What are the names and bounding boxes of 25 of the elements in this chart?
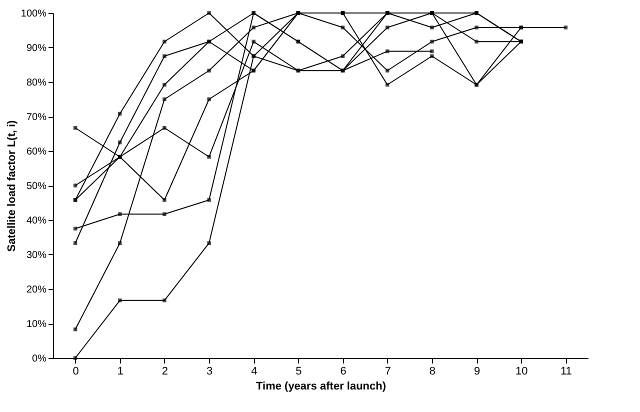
y-tick-label: 100% [20,8,47,20]
y-axis-title: Satellite load factor L(t, i) [6,120,18,252]
y-tick-label: 20% [26,284,47,296]
x-tick-label: 10 [516,366,528,378]
x-tick-label: 1 [117,366,124,378]
x-tick-label: 7 [384,366,391,378]
x-tick-label: 5 [296,366,302,378]
x-tick-label: 8 [429,366,436,378]
x-axis-title: Time (years after launch) [256,380,386,392]
x-tick-label: 2 [162,366,168,378]
y-tick-label: 90% [26,43,47,54]
y-tick-label: 50% [26,181,47,192]
x-tick-label: 3 [206,366,213,378]
x-tick-label: 0 [72,366,79,378]
y-tick-label: 70% [26,112,47,123]
y-tick-label: 80% [26,78,47,88]
x-tick-label: 9 [474,366,480,378]
x-tick-label: 6 [340,366,346,378]
x-tick-label: 11 [560,366,572,378]
x-tick-label: 4 [251,366,258,378]
y-tick-label: 60% [26,146,47,158]
y-tick-label: 0% [32,354,47,364]
y-tick-label: 10% [26,319,47,330]
y-tick-label: 30% [26,250,47,261]
y-tick-label: 40% [26,216,47,226]
